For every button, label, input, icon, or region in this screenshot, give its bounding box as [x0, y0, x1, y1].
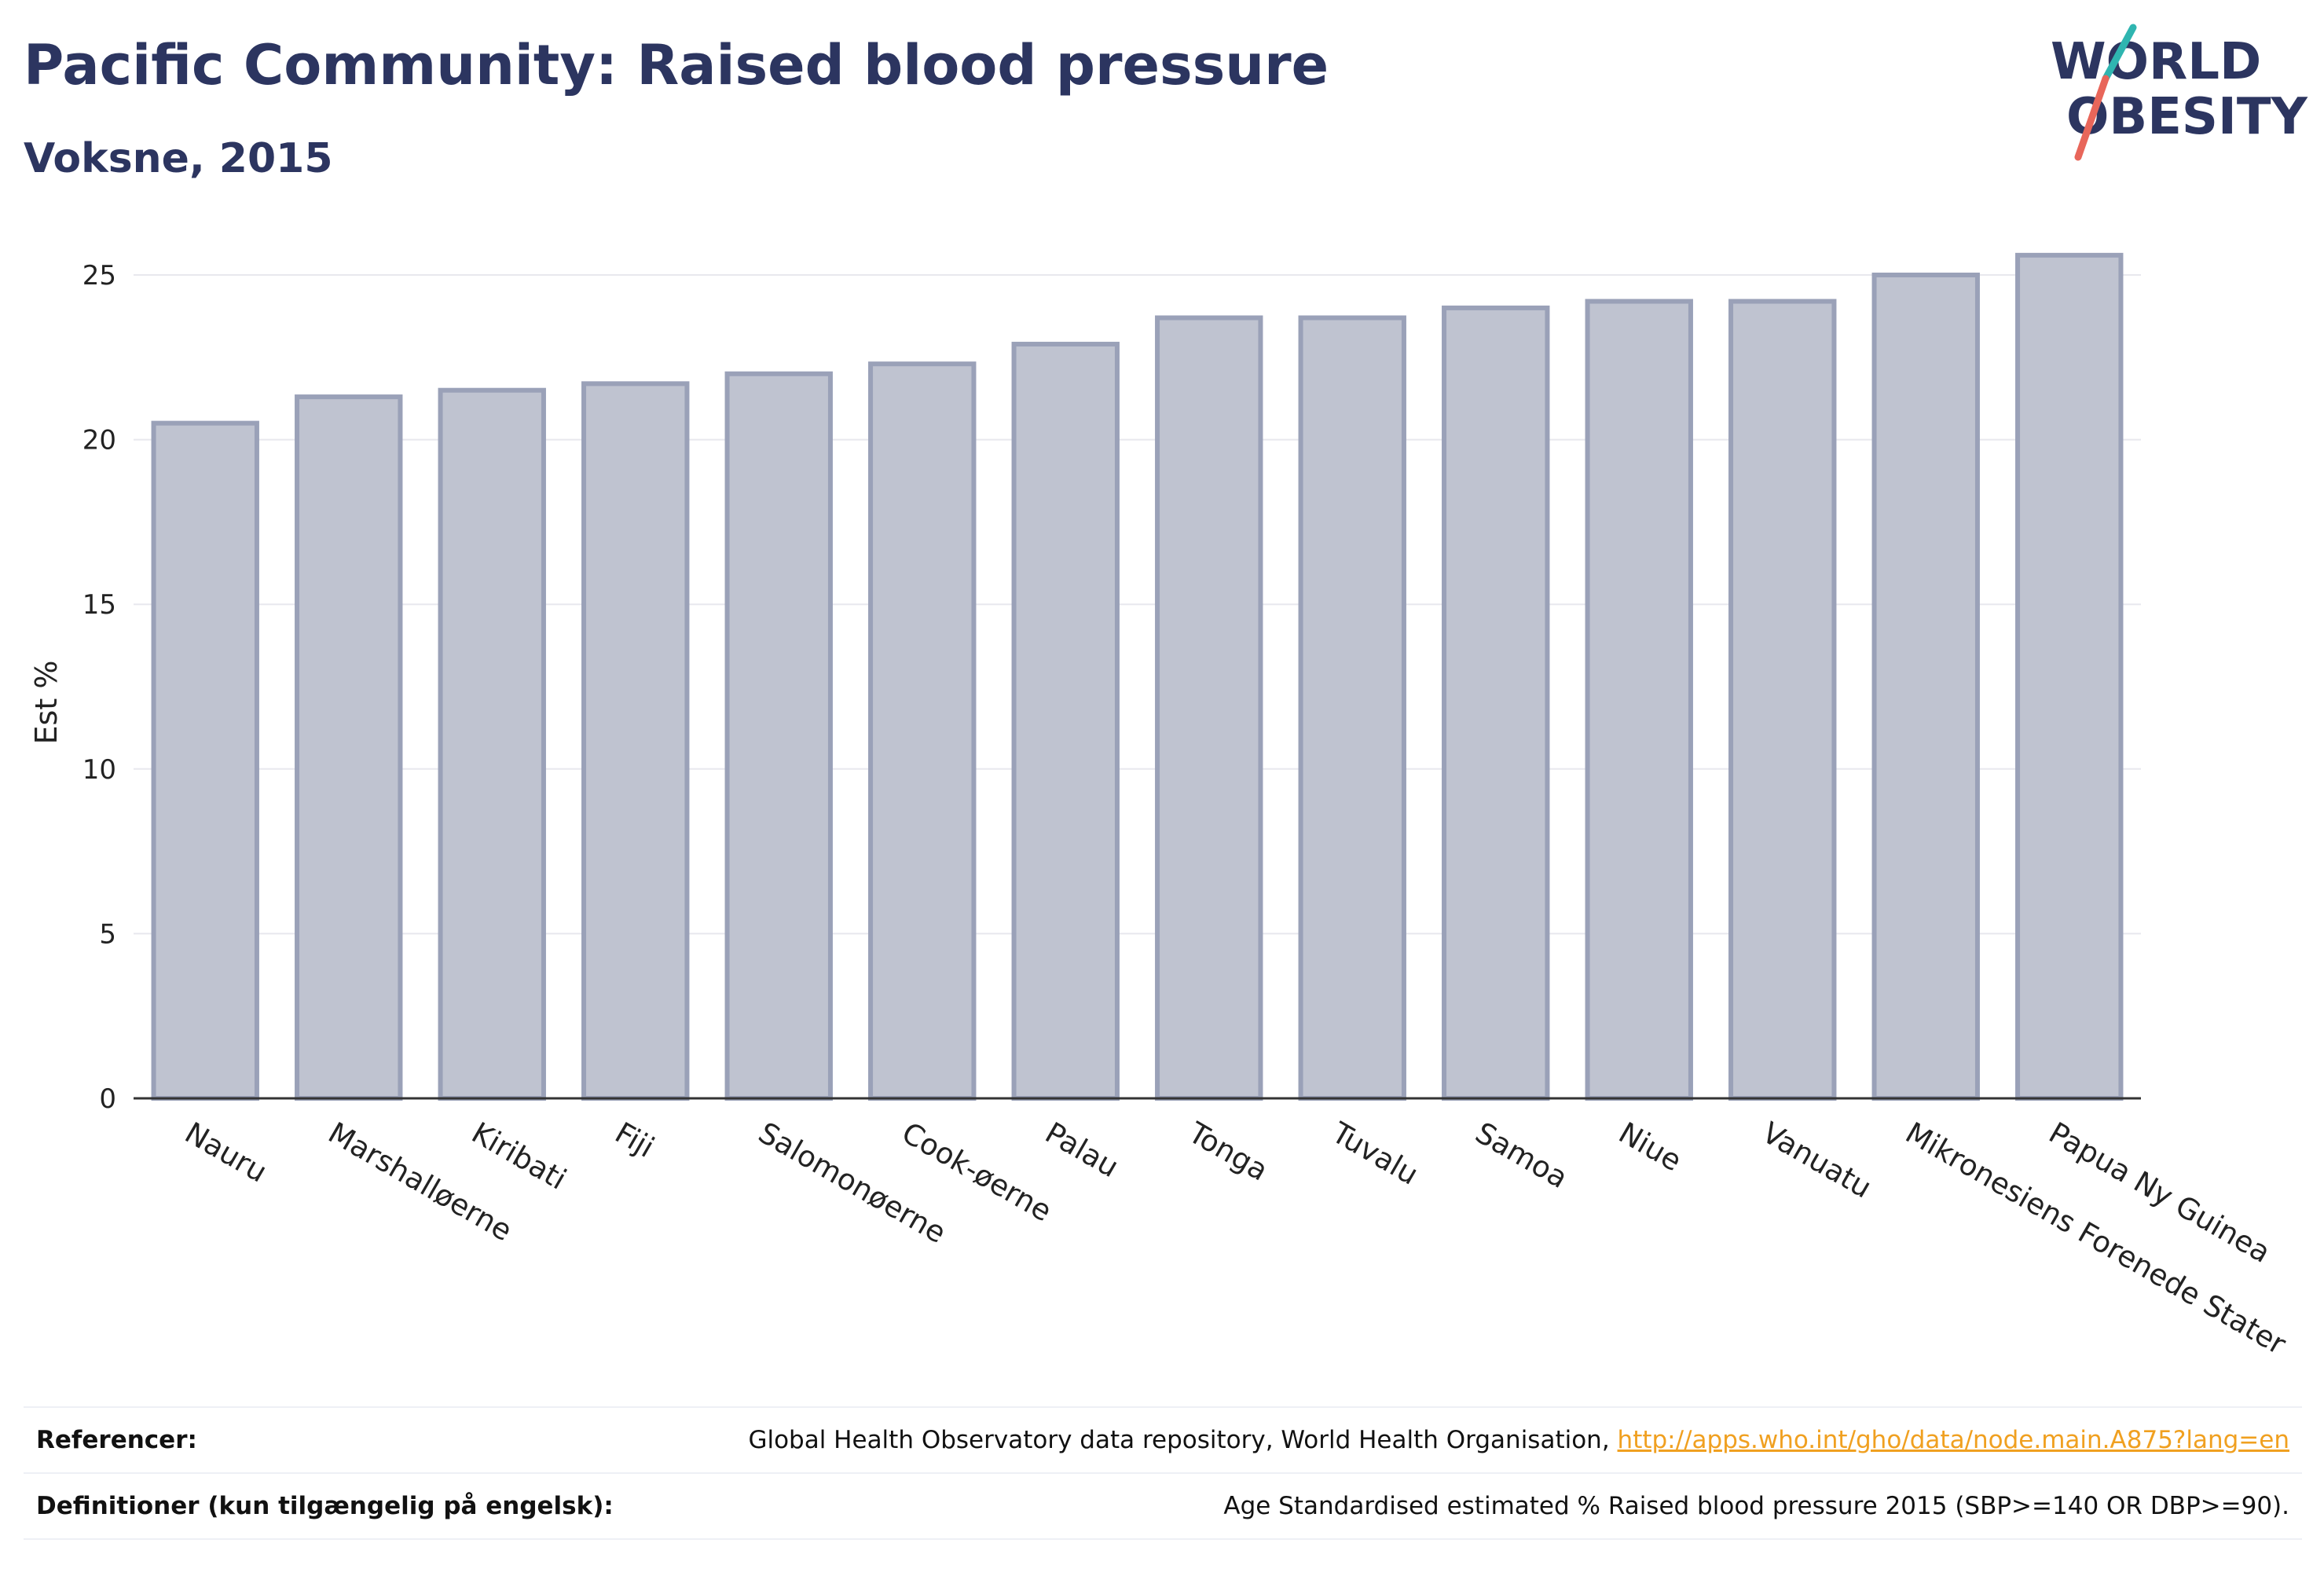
references-row: Referencer: Global Health Observatory da…	[24, 1406, 2302, 1472]
chart-subtitle: Voksne, 2015	[24, 135, 333, 182]
y-tick-label: 15	[82, 589, 116, 621]
bar-13[interactable]	[2015, 252, 2124, 1101]
bar-11[interactable]	[1728, 299, 1837, 1101]
y-tick-label: 20	[82, 425, 116, 456]
bar-2[interactable]	[438, 387, 546, 1101]
bar-12[interactable]	[1871, 273, 1980, 1101]
x-tick-label: Kiribati	[466, 1116, 572, 1197]
bar-7[interactable]	[1155, 315, 1263, 1101]
x-tick-label: Tonga	[1182, 1116, 1274, 1188]
references-table: Referencer: Global Health Observatory da…	[24, 1406, 2302, 1540]
logo-slash-teal	[2102, 24, 2137, 82]
bar-4[interactable]	[724, 371, 833, 1101]
y-axis-label: Est %	[29, 661, 64, 745]
references-value: Global Health Observatory data repositor…	[748, 1426, 2302, 1454]
x-tick-label: Samoa	[1470, 1116, 1574, 1195]
bar-8[interactable]	[1298, 315, 1406, 1101]
x-tick-label: Palau	[1039, 1116, 1124, 1184]
y-tick-label: 25	[82, 260, 116, 291]
bar-1[interactable]	[295, 394, 403, 1101]
references-text: Global Health Observatory data repositor…	[748, 1426, 1618, 1454]
x-tick-label: Nauru	[179, 1116, 273, 1189]
references-label: Referencer:	[36, 1426, 197, 1454]
y-tick-label: 0	[99, 1083, 116, 1115]
bar-10[interactable]	[1585, 299, 1693, 1101]
x-tick-label: Tuvalu	[1325, 1116, 1424, 1192]
bar-3[interactable]	[581, 381, 690, 1101]
logo-text-world: WORLD	[2051, 33, 2261, 91]
y-tick-label: 5	[99, 918, 116, 950]
logo-slash-red	[2074, 75, 2110, 161]
x-tick-label: Niue	[1613, 1116, 1687, 1178]
bar-5[interactable]	[868, 361, 977, 1101]
x-tick-label: Vanuatu	[1757, 1116, 1878, 1205]
y-tick-label: 10	[82, 754, 116, 786]
bars	[151, 252, 2124, 1101]
bar-0[interactable]	[151, 420, 259, 1101]
definitions-label: Definitioner (kun tilgængelig på engelsk…	[36, 1492, 614, 1520]
grid-lines	[134, 274, 2141, 935]
x-tick-label: Fiji	[610, 1116, 660, 1164]
chart-title: Pacific Community: Raised blood pressure	[24, 33, 1329, 97]
world-obesity-logo: WORLD OBESITY	[2051, 24, 2308, 161]
references-link[interactable]: http://apps.who.int/gho/data/node.main.A…	[1617, 1426, 2289, 1454]
logo-text-obesity: OBESITY	[2066, 88, 2308, 146]
bar-9[interactable]	[1442, 305, 1550, 1101]
bar-6[interactable]	[1011, 342, 1120, 1101]
definitions-row: Definitioner (kun tilgængelig på engelsk…	[24, 1472, 2302, 1540]
definitions-value: Age Standardised estimated % Raised bloo…	[1223, 1492, 2289, 1520]
